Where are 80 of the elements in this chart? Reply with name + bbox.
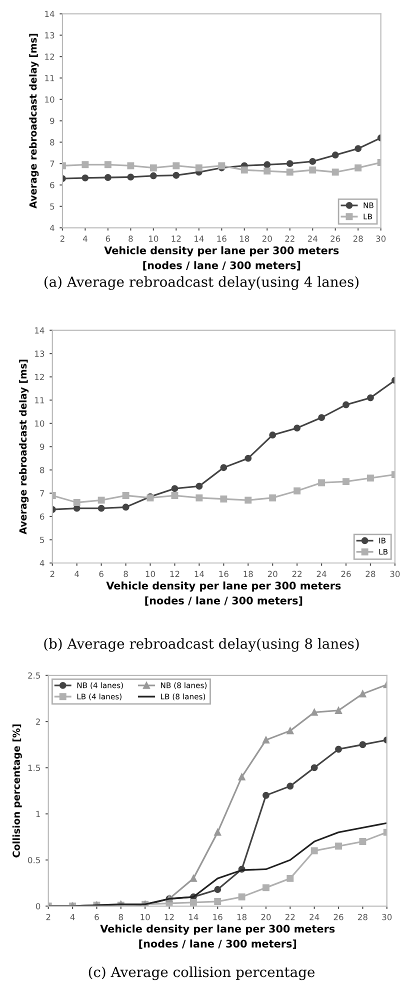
y-tick-label: 6: [50, 182, 54, 188]
y-tick-label: 0: [36, 903, 40, 910]
x-tick-label: 20: [261, 914, 271, 920]
x-tick-label: 26: [341, 570, 351, 578]
y-tick-label: 13: [35, 350, 44, 357]
y-tick-label: 1: [36, 810, 40, 818]
x-tick-label: 28: [353, 236, 363, 242]
x-tick-label: 4: [82, 236, 88, 242]
x-tick-label: 26: [334, 914, 344, 920]
x-tick-label: 6: [94, 914, 99, 920]
y-tick-label: 9: [40, 444, 44, 450]
x-tick-label: 24: [308, 236, 318, 242]
y-tick-label: 0.5: [28, 856, 40, 864]
x-axis-title: Vehicle density per lane per 300 meters [nodes / lane / 300 meters]: [104, 246, 339, 270]
x-tick-label: 4: [74, 570, 80, 577]
y-tick-label: 5: [50, 203, 54, 210]
x-tick-label: 10: [149, 236, 158, 242]
x-tick-label: 30: [390, 570, 400, 578]
x-tick-label: 4: [70, 914, 75, 920]
y-tick-label: 11: [45, 75, 54, 82]
x-tick-label: 24: [310, 914, 320, 920]
text: (a) Average rebroadcast delay(using 4 lanes): [44, 276, 358, 290]
x-tick-label: 2: [60, 236, 64, 242]
y-tick-label: 14: [45, 10, 54, 17]
x-tick-label: 8: [124, 570, 128, 578]
y-tick-label: 8: [50, 139, 54, 146]
y-tick-label: 14: [35, 327, 44, 334]
y-tick-label: 13: [45, 32, 54, 38]
x-tick-label: 8: [118, 914, 123, 920]
y-tick-label: 10: [45, 96, 54, 103]
y-tick-label: 4: [40, 560, 44, 566]
x-tick-label: 20: [262, 236, 272, 242]
x-tick-label: 14: [194, 236, 204, 242]
x-tick-label: 18: [237, 914, 247, 920]
y-tick-label: 8: [40, 466, 44, 474]
y-tick-label: 10: [35, 420, 44, 427]
x-axis-title: Vehicle density per lane per 300 meters [nodes / lane / 300 meters]: [106, 581, 341, 606]
x-tick-label: 10: [146, 570, 156, 578]
y-tick-label: 7: [50, 160, 54, 167]
y-tick-label: 1.5: [28, 764, 40, 771]
y-axis-title: Collision percentage [%]: [12, 724, 22, 858]
y-tick-label: 2: [36, 718, 40, 725]
x-tick-label: 30: [376, 236, 386, 242]
x-tick-label: 8: [128, 236, 133, 242]
y-tick-label: 5: [40, 536, 44, 544]
text: (b) Average rebroadcast delay(using 8 lanes): [44, 638, 359, 652]
x-tick-label: 18: [244, 570, 253, 578]
text: (c) Average collision percentage: [88, 966, 315, 980]
x-tick-label: 12: [170, 570, 180, 577]
x-tick-label: 6: [99, 570, 104, 578]
y-tick-label: 12: [35, 374, 44, 380]
x-tick-label: 28: [358, 914, 368, 920]
x-tick-label: 12: [172, 236, 181, 242]
y-tick-label: 4: [50, 224, 54, 231]
x-tick-label: 16: [213, 914, 222, 920]
x-axis-title: Vehicle density per lane per 300 meters [nodes / lane / 300 meters]: [100, 924, 335, 949]
y-axis-title: Average rebroadcast delay [ms]: [29, 34, 39, 209]
y-tick-label: 6: [40, 513, 44, 520]
x-tick-label: 22: [285, 914, 295, 920]
y-tick-label: 2.5: [28, 672, 40, 679]
y-axis-title: Average rebroadcast delay [ms]: [19, 360, 29, 534]
x-tick-label: 26: [330, 236, 340, 242]
x-tick-label: 30: [382, 914, 392, 920]
x-tick-label: 6: [106, 236, 110, 242]
x-tick-label: 22: [292, 570, 302, 577]
x-tick-label: 22: [285, 236, 294, 242]
x-tick-label: 14: [189, 914, 198, 920]
x-tick-label: 24: [316, 570, 326, 577]
x-tick-label: 10: [140, 914, 150, 920]
x-tick-label: 18: [240, 236, 250, 242]
x-tick-label: 28: [366, 570, 376, 578]
x-tick-label: 16: [217, 236, 226, 242]
x-tick-label: 14: [194, 570, 204, 577]
x-tick-label: 12: [164, 914, 174, 920]
y-tick-label: 9: [50, 118, 54, 124]
y-tick-label: 12: [45, 54, 54, 60]
x-tick-label: 16: [219, 570, 228, 578]
y-tick-label: 11: [35, 397, 44, 404]
y-tick-label: 7: [40, 490, 44, 496]
x-tick-label: 20: [268, 570, 278, 578]
